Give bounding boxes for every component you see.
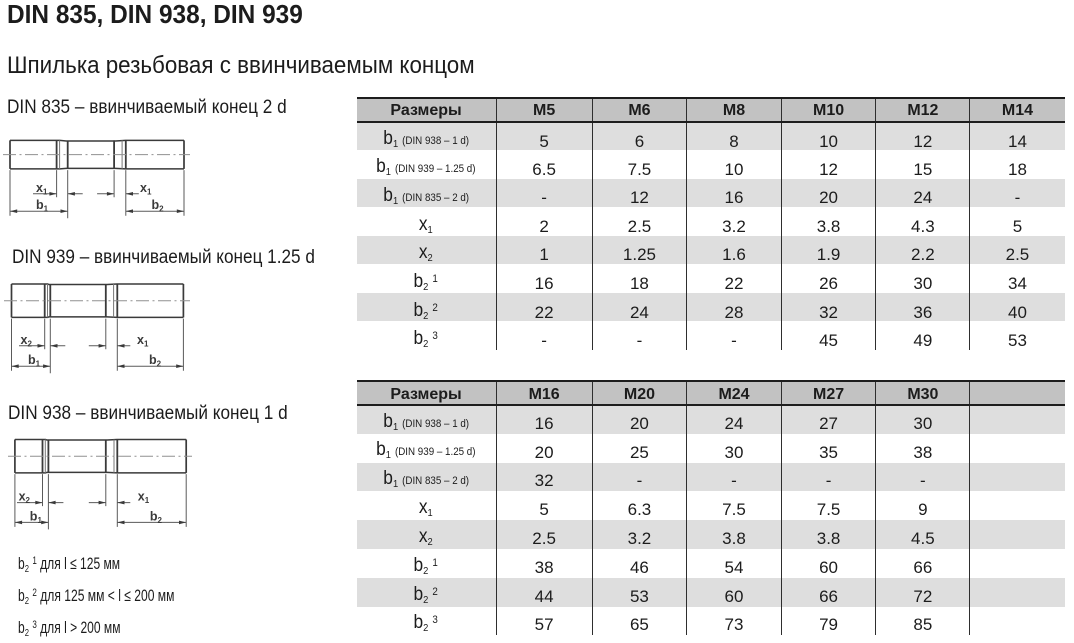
svg-text:b2: b2 xyxy=(149,353,162,369)
svg-text:x1: x1 xyxy=(138,490,150,506)
svg-text:x2: x2 xyxy=(21,333,33,349)
svg-text:x1: x1 xyxy=(140,181,152,197)
svg-text:b1: b1 xyxy=(36,198,49,214)
svg-text:x2: x2 xyxy=(19,490,31,506)
svg-text:b1: b1 xyxy=(28,353,41,369)
svg-text:b1: b1 xyxy=(30,509,43,525)
svg-text:x1: x1 xyxy=(137,333,149,349)
svg-text:x1: x1 xyxy=(36,181,48,197)
svg-text:b2: b2 xyxy=(150,509,163,525)
svg-text:b2: b2 xyxy=(152,198,165,214)
